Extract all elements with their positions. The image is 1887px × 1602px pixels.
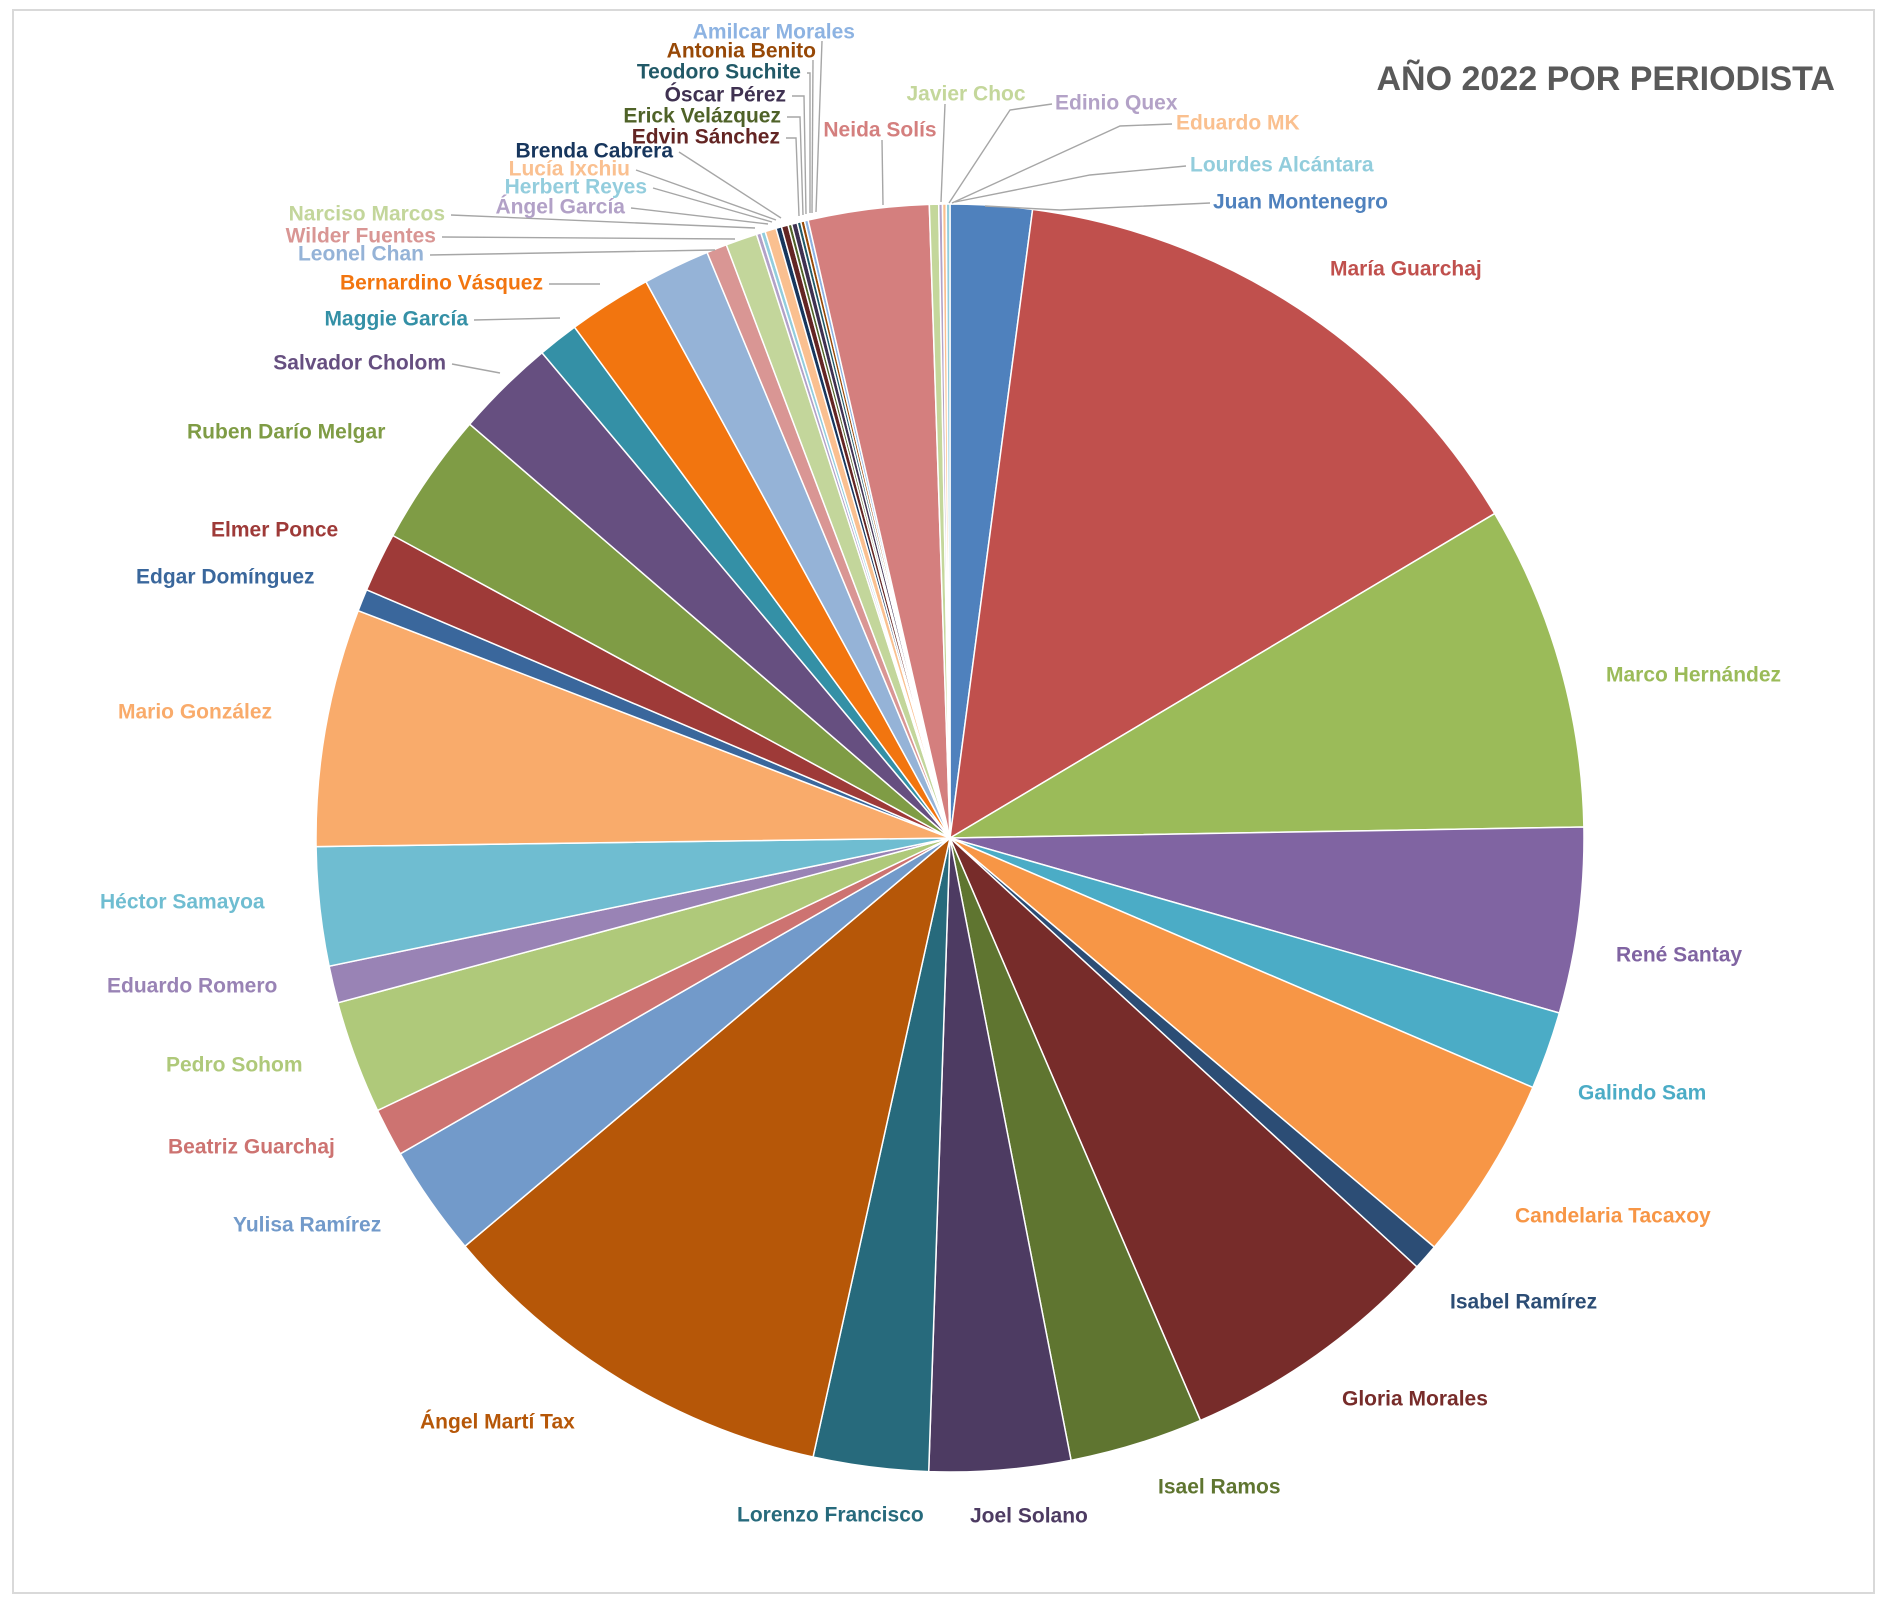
slice-label-lourdes-alcantara: Lourdes Alcántara xyxy=(1190,154,1374,177)
slice-label-galindo-sam: Galindo Sam xyxy=(1578,1082,1706,1105)
leader-line-edinio-quex xyxy=(948,103,1053,204)
slice-label-eduardo-mk: Eduardo MK xyxy=(1176,112,1300,135)
slice-label-marco-hernandez: Marco Hernández xyxy=(1606,664,1781,687)
slice-label-salvador-cholom: Salvador Cholom xyxy=(273,352,446,375)
leader-line-javier-choc xyxy=(940,103,946,203)
slice-label-javier-choc: Javier Choc xyxy=(906,83,1025,106)
leader-line-herbert-reyes xyxy=(652,187,773,223)
slice-label-candelaria-tacaxoy: Candelaria Tacaxoy xyxy=(1515,1205,1711,1228)
slices-layer xyxy=(315,203,1585,1473)
pie-slice-maria-guarchaj xyxy=(949,208,1496,840)
slice-label-lorenzo-francisco: Lorenzo Francisco xyxy=(737,1504,924,1527)
leader-line-antonia-benito xyxy=(811,59,814,214)
leader-line-angel-garcia xyxy=(630,207,769,225)
pie-slice-marco-hernandez xyxy=(947,512,1585,839)
slice-label-maria-guarchaj: María Guarchaj xyxy=(1330,258,1482,281)
slice-label-rene-santay: René Santay xyxy=(1616,944,1742,967)
slice-label-antonia-benito: Antonia Benito xyxy=(667,40,816,63)
slice-label-herbert-reyes: Herbert Reyes xyxy=(505,176,647,199)
leader-line-oscar-perez xyxy=(792,95,807,215)
slice-label-joel-solano: Joel Solano xyxy=(970,1505,1088,1528)
chart-title: AÑO 2022 POR PERIODISTA xyxy=(1376,60,1836,98)
leader-line-neida-solis xyxy=(881,139,884,206)
leader-line-juan-montenegro xyxy=(984,202,1211,211)
slice-label-bernardino-vasquez: Bernardino Vásquez xyxy=(340,272,543,295)
leader-lines-layer xyxy=(429,40,1211,374)
leader-line-maggie-garcia xyxy=(473,317,561,321)
leader-line-eduardo-mk xyxy=(951,123,1173,204)
pie-slice-candelaria-tacaxoy xyxy=(949,837,1534,1249)
slice-label-narciso-marcos: Narciso Marcos xyxy=(289,203,445,226)
slice-label-pedro-sohom: Pedro Sohom xyxy=(166,1054,303,1077)
slice-label-edvin-sanchez: Edvin Sánchez xyxy=(632,126,780,149)
slice-label-gloria-morales: Gloria Morales xyxy=(1342,1388,1488,1411)
slice-label-isael-ramos: Isael Ramos xyxy=(1158,1476,1281,1499)
slice-label-ruben-dario-melgar: Ruben Darío Melgar xyxy=(187,421,385,444)
leader-line-narciso-marcos xyxy=(450,214,756,229)
slice-label-edinio-quex: Edinio Quex xyxy=(1055,92,1178,115)
leader-line-salvador-cholom xyxy=(451,363,501,374)
slice-label-leonel-chan: Leonel Chan xyxy=(298,243,424,266)
slice-label-lucia-ixchiu: Lucía Ixchiu xyxy=(509,158,630,181)
slice-label-eduardo-romero: Eduardo Romero xyxy=(107,975,277,998)
slice-label-juan-montenegro: Juan Montenegro xyxy=(1213,191,1388,214)
leader-line-amilcar-morales xyxy=(815,40,823,213)
slice-label-wilder-fuentes: Wilder Fuentes xyxy=(286,225,436,248)
leader-line-erick-velazquez xyxy=(787,116,804,216)
slice-label-mario-gonzalez: Mario González xyxy=(118,701,272,724)
slice-label-isabel-ramirez: Isabel Ramírez xyxy=(1450,1291,1597,1314)
slice-label-elmer-ponce: Elmer Ponce xyxy=(211,519,338,542)
labels-layer: Juan Montenegro María Guarchaj Marco Herná… xyxy=(100,21,1781,1528)
slice-label-angel-garcia: Ángel García xyxy=(495,196,625,219)
slice-label-beatriz-guarchaj: Beatriz Guarchaj xyxy=(168,1136,335,1159)
leader-line-brenda-cabrera xyxy=(678,151,782,219)
leader-line-edvin-sanchez xyxy=(786,137,800,217)
pie-slice-angel-marti-tax xyxy=(463,836,952,1458)
leader-line-wilder-fuentes xyxy=(441,236,736,240)
slice-label-amilcar-morales: Amilcar Morales xyxy=(693,21,855,44)
leader-line-lourdes-alcantara xyxy=(954,165,1187,203)
slice-label-edgar-dominguez: Edgar Domínguez xyxy=(136,566,315,589)
slice-label-erick-velazquez: Erick Velázquez xyxy=(623,105,781,128)
pie-slice-gloria-morales xyxy=(949,837,1418,1422)
slice-label-teodoro-suchite: Teodoro Suchite xyxy=(637,61,801,84)
slice-label-brenda-cabrera: Brenda Cabrera xyxy=(515,140,673,163)
leader-line-teodoro-suchite xyxy=(807,72,811,213)
pie-slice-mario-gonzalez xyxy=(315,609,951,848)
leader-line-leonel-chan xyxy=(429,249,716,256)
leader-line-lucia-ixchiu xyxy=(635,169,777,221)
slice-label-yulisa-ramirez: Yulisa Ramírez xyxy=(233,1214,381,1237)
slice-label-oscar-perez: Óscar Pérez xyxy=(665,83,786,107)
slice-label-hector-samayoa: Héctor Samayoa xyxy=(100,891,265,914)
pie-slice-rene-santay xyxy=(949,826,1585,1014)
slice-label-maggie-garcia: Maggie García xyxy=(324,308,468,331)
slice-label-angel-marti-tax: Ángel Martí Tax xyxy=(420,1411,575,1434)
slice-label-neida-solis: Neida Solís xyxy=(823,119,936,142)
pie-slice-lourdes-alcantara xyxy=(945,203,951,839)
